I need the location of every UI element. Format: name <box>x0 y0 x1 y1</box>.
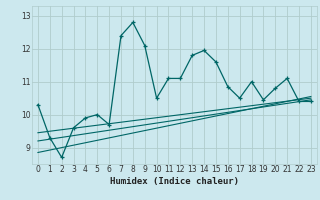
X-axis label: Humidex (Indice chaleur): Humidex (Indice chaleur) <box>110 177 239 186</box>
